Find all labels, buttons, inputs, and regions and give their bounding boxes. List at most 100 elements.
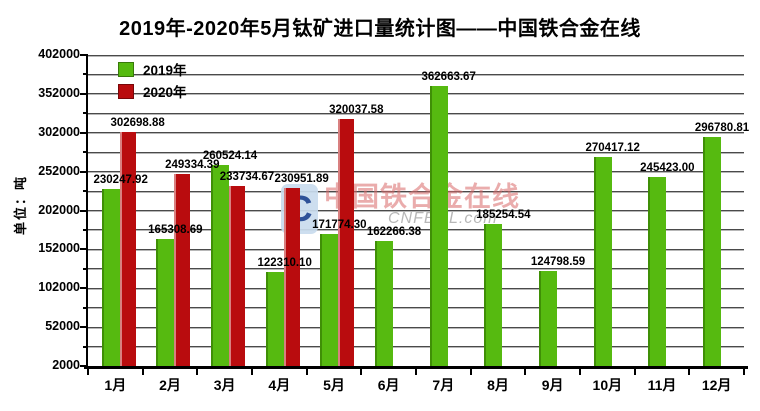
value-label-8月-2019年: 185254.54 — [476, 208, 531, 221]
x-axis-line — [84, 366, 748, 369]
gridline — [88, 190, 744, 192]
bar-2020年-4月 — [283, 187, 300, 366]
x-tick-label-month: 8月 — [487, 377, 509, 393]
value-label-4月-2019年: 122310.10 — [257, 257, 312, 270]
x-axis-tick — [524, 369, 527, 375]
y-tick-label: 202000 — [38, 202, 80, 217]
y-tick-label: 402000 — [38, 47, 80, 61]
x-tick-label-month: 12月 — [701, 377, 732, 393]
bar-2019年-2月 — [156, 239, 175, 366]
bar-2019年-7月 — [429, 85, 448, 366]
gridline — [88, 73, 744, 75]
y-major-tick — [80, 170, 88, 173]
x-tick-label-month: 11月 — [647, 377, 677, 393]
gridline — [88, 93, 744, 95]
value-label-9月-2019年: 124798.59 — [530, 255, 586, 268]
value-label-5月-2019年: 171774.30 — [312, 219, 367, 231]
value-label-2月-2020年: 249334.39 — [165, 158, 220, 171]
y-tick-label: 352000 — [38, 85, 80, 100]
gridline — [88, 287, 744, 289]
bar-2019年-6月 — [375, 241, 394, 366]
value-label-4月-2020年: 230951.89 — [274, 172, 329, 185]
bar-2020年-1月 — [119, 132, 136, 366]
bar-2019年-12月 — [703, 136, 722, 366]
legend-label-2020: 2020年 — [143, 85, 187, 100]
y-minor-tick — [83, 190, 88, 193]
y-tick-label: 302000 — [38, 124, 80, 139]
x-tick-label-month: 2月 — [159, 377, 181, 393]
x-axis-tick — [251, 369, 253, 375]
bar-2019年-5月 — [320, 234, 339, 366]
bar-2020年-3月 — [229, 185, 245, 366]
bar-2019年-8月 — [484, 223, 503, 366]
value-label-3月-2019年: 260524.14 — [202, 149, 258, 162]
y-axis-line — [86, 55, 88, 368]
x-axis-tick — [360, 369, 363, 375]
y-tick-label: 2000 — [52, 358, 80, 372]
gridline — [88, 210, 744, 211]
gridline — [88, 248, 744, 250]
gridline — [88, 171, 744, 173]
x-axis-tick — [415, 369, 417, 375]
x-axis-tick — [196, 369, 199, 375]
y-tick-label: 152000 — [38, 241, 80, 256]
x-axis-tick — [141, 369, 144, 375]
legend-item-2019: 2019年 — [118, 58, 187, 80]
watermark: C 中国铁合金在线 CNFEOL.com — [281, 184, 520, 234]
x-axis-tick — [579, 369, 581, 375]
legend-swatch-2020 — [118, 83, 134, 99]
y-major-tick — [80, 326, 88, 329]
watermark-brand: 中国铁合金在线 — [324, 182, 520, 212]
y-major-tick — [80, 248, 88, 251]
gridline — [88, 346, 744, 348]
y-major-tick — [80, 209, 88, 212]
x-axis-tick — [633, 369, 636, 375]
bar-2020年-5月 — [338, 118, 355, 366]
x-tick-label-month: 1月 — [104, 377, 127, 393]
legend-label-2019: 2019年 — [143, 63, 187, 78]
value-label-1月-2019年: 230247.92 — [93, 173, 148, 186]
value-label-2月-2019年: 165308.69 — [148, 224, 203, 237]
y-minor-tick — [83, 73, 88, 76]
x-tick-label-month: 5月 — [323, 377, 345, 393]
gridline — [88, 229, 744, 231]
y-minor-tick — [83, 267, 88, 270]
x-axis-tick — [743, 369, 745, 375]
x-tick-label-month: 3月 — [213, 377, 236, 393]
bar-2020年-2月 — [174, 173, 191, 366]
y-minor-tick — [83, 228, 88, 231]
y-tick-label: 52000 — [45, 319, 80, 334]
chart-title: 2019年-2020年5月钛矿进口量统计图——中国铁合金在线 — [119, 18, 641, 40]
gridline — [88, 326, 744, 328]
x-axis-tick — [87, 369, 89, 375]
x-tick-label-month: 10月 — [592, 377, 623, 393]
gridline — [88, 307, 744, 309]
y-tick-label: 102000 — [38, 280, 80, 295]
bar-2019年-10月 — [593, 157, 612, 366]
value-label-1月-2020年: 302698.88 — [110, 117, 165, 130]
value-label-6月-2019年: 162266.38 — [366, 226, 422, 239]
y-minor-tick — [83, 112, 88, 115]
value-label-12月-2019年: 296780.81 — [694, 121, 750, 134]
y-tick-label: 252000 — [38, 163, 80, 178]
bar-2019年-3月 — [211, 164, 230, 366]
value-label-7月-2019年: 362663.67 — [421, 70, 476, 83]
x-tick-label-month: 7月 — [432, 377, 455, 393]
legend-swatch-2019 — [118, 61, 134, 77]
value-label-3月-2020年: 233734.67 — [219, 170, 275, 183]
legend-item-2020: 2020年 — [118, 80, 187, 102]
y-minor-tick — [83, 306, 88, 309]
y-major-tick — [80, 54, 88, 56]
gridline — [88, 54, 744, 56]
bar-2019年-9月 — [539, 270, 558, 366]
bar-2019年-1月 — [101, 188, 120, 366]
x-tick-label-month: 6月 — [377, 377, 400, 393]
gridline — [88, 268, 744, 270]
x-tick-label-month: 4月 — [268, 377, 291, 393]
gridline — [88, 151, 744, 153]
x-axis-tick — [469, 369, 472, 375]
value-label-11月-2019年: 245423.00 — [640, 161, 695, 174]
y-major-tick — [80, 131, 88, 134]
x-axis-tick — [688, 369, 691, 375]
